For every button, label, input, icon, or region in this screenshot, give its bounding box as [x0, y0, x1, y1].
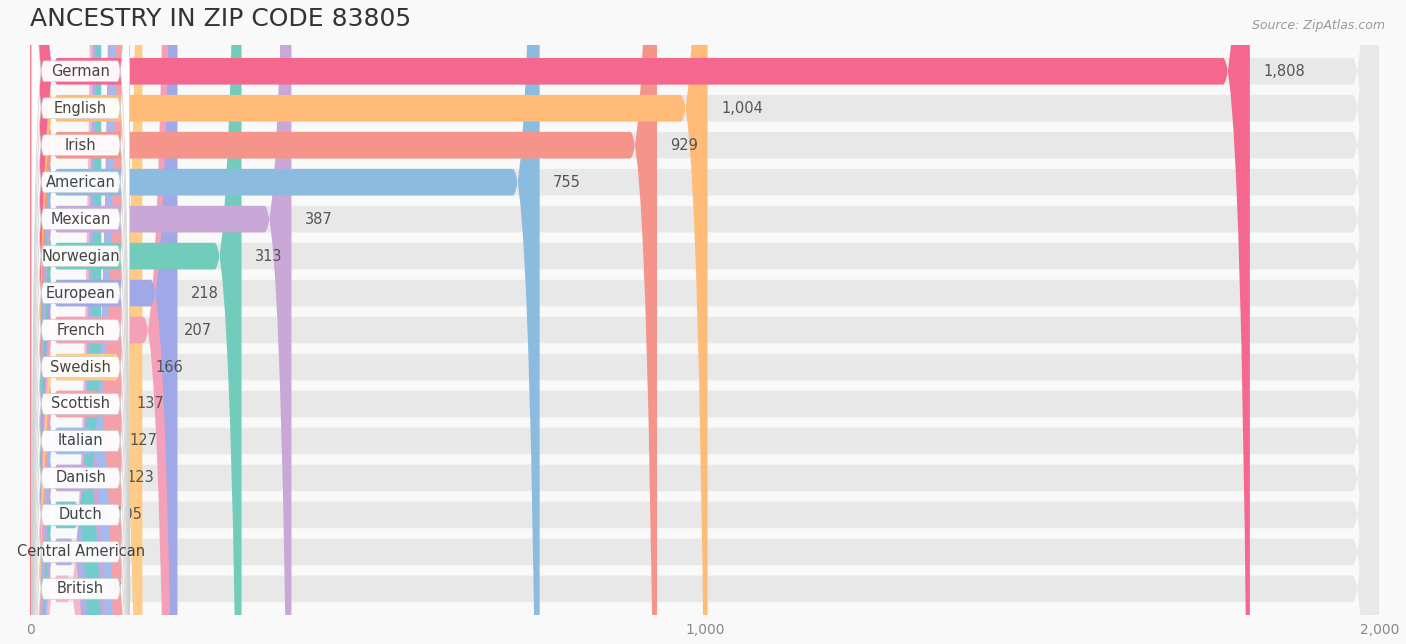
- Text: European: European: [46, 285, 115, 301]
- FancyBboxPatch shape: [31, 0, 707, 644]
- Text: 94: 94: [107, 582, 125, 596]
- Text: 123: 123: [127, 470, 155, 486]
- FancyBboxPatch shape: [31, 0, 101, 644]
- FancyBboxPatch shape: [32, 0, 129, 644]
- FancyBboxPatch shape: [31, 0, 177, 644]
- FancyBboxPatch shape: [31, 0, 97, 644]
- Text: Source: ZipAtlas.com: Source: ZipAtlas.com: [1251, 19, 1385, 32]
- FancyBboxPatch shape: [31, 0, 1379, 644]
- FancyBboxPatch shape: [31, 0, 1379, 644]
- FancyBboxPatch shape: [31, 0, 1379, 644]
- FancyBboxPatch shape: [31, 0, 114, 644]
- FancyBboxPatch shape: [32, 0, 129, 644]
- FancyBboxPatch shape: [32, 0, 129, 644]
- Text: 218: 218: [191, 285, 219, 301]
- FancyBboxPatch shape: [32, 0, 129, 644]
- FancyBboxPatch shape: [31, 0, 122, 644]
- FancyBboxPatch shape: [32, 0, 129, 644]
- Text: Central American: Central American: [17, 544, 145, 560]
- Text: Mexican: Mexican: [51, 212, 111, 227]
- FancyBboxPatch shape: [31, 0, 1379, 644]
- Text: 127: 127: [129, 433, 157, 448]
- FancyBboxPatch shape: [31, 0, 142, 644]
- Text: French: French: [56, 323, 105, 337]
- Text: American: American: [46, 175, 115, 190]
- FancyBboxPatch shape: [31, 0, 117, 644]
- Text: 166: 166: [156, 359, 184, 375]
- FancyBboxPatch shape: [31, 0, 242, 644]
- FancyBboxPatch shape: [32, 0, 129, 644]
- FancyBboxPatch shape: [31, 0, 170, 644]
- FancyBboxPatch shape: [32, 0, 129, 644]
- Text: 207: 207: [184, 323, 212, 337]
- FancyBboxPatch shape: [32, 0, 129, 644]
- FancyBboxPatch shape: [31, 0, 1379, 644]
- Text: Swedish: Swedish: [51, 359, 111, 375]
- Text: 313: 313: [254, 249, 283, 263]
- FancyBboxPatch shape: [31, 0, 1379, 644]
- Text: Dutch: Dutch: [59, 507, 103, 522]
- Text: 1,808: 1,808: [1264, 64, 1305, 79]
- Text: German: German: [51, 64, 110, 79]
- Text: 137: 137: [136, 397, 165, 412]
- FancyBboxPatch shape: [32, 0, 129, 644]
- FancyBboxPatch shape: [31, 0, 657, 644]
- Text: Italian: Italian: [58, 433, 104, 448]
- Text: British: British: [58, 582, 104, 596]
- FancyBboxPatch shape: [31, 0, 1379, 644]
- Text: English: English: [53, 100, 107, 116]
- FancyBboxPatch shape: [32, 0, 129, 644]
- Text: Scottish: Scottish: [51, 397, 110, 412]
- FancyBboxPatch shape: [31, 0, 1250, 644]
- Text: ANCESTRY IN ZIP CODE 83805: ANCESTRY IN ZIP CODE 83805: [31, 7, 412, 31]
- FancyBboxPatch shape: [31, 0, 1379, 644]
- Text: 755: 755: [553, 175, 581, 190]
- Text: Irish: Irish: [65, 138, 97, 153]
- FancyBboxPatch shape: [31, 0, 291, 644]
- Text: Norwegian: Norwegian: [41, 249, 120, 263]
- FancyBboxPatch shape: [31, 0, 1379, 644]
- FancyBboxPatch shape: [31, 0, 540, 644]
- FancyBboxPatch shape: [31, 0, 1379, 644]
- Text: Danish: Danish: [55, 470, 105, 486]
- FancyBboxPatch shape: [31, 0, 1379, 644]
- Text: 99: 99: [111, 544, 129, 560]
- FancyBboxPatch shape: [32, 0, 129, 644]
- Text: 387: 387: [305, 212, 333, 227]
- Text: 1,004: 1,004: [721, 100, 763, 116]
- FancyBboxPatch shape: [31, 0, 1379, 644]
- FancyBboxPatch shape: [31, 0, 1379, 644]
- FancyBboxPatch shape: [31, 0, 94, 644]
- FancyBboxPatch shape: [32, 0, 129, 644]
- FancyBboxPatch shape: [32, 0, 129, 644]
- FancyBboxPatch shape: [31, 0, 1379, 644]
- FancyBboxPatch shape: [32, 0, 129, 644]
- Text: 929: 929: [671, 138, 699, 153]
- FancyBboxPatch shape: [31, 0, 1379, 644]
- Text: 105: 105: [115, 507, 142, 522]
- FancyBboxPatch shape: [32, 0, 129, 644]
